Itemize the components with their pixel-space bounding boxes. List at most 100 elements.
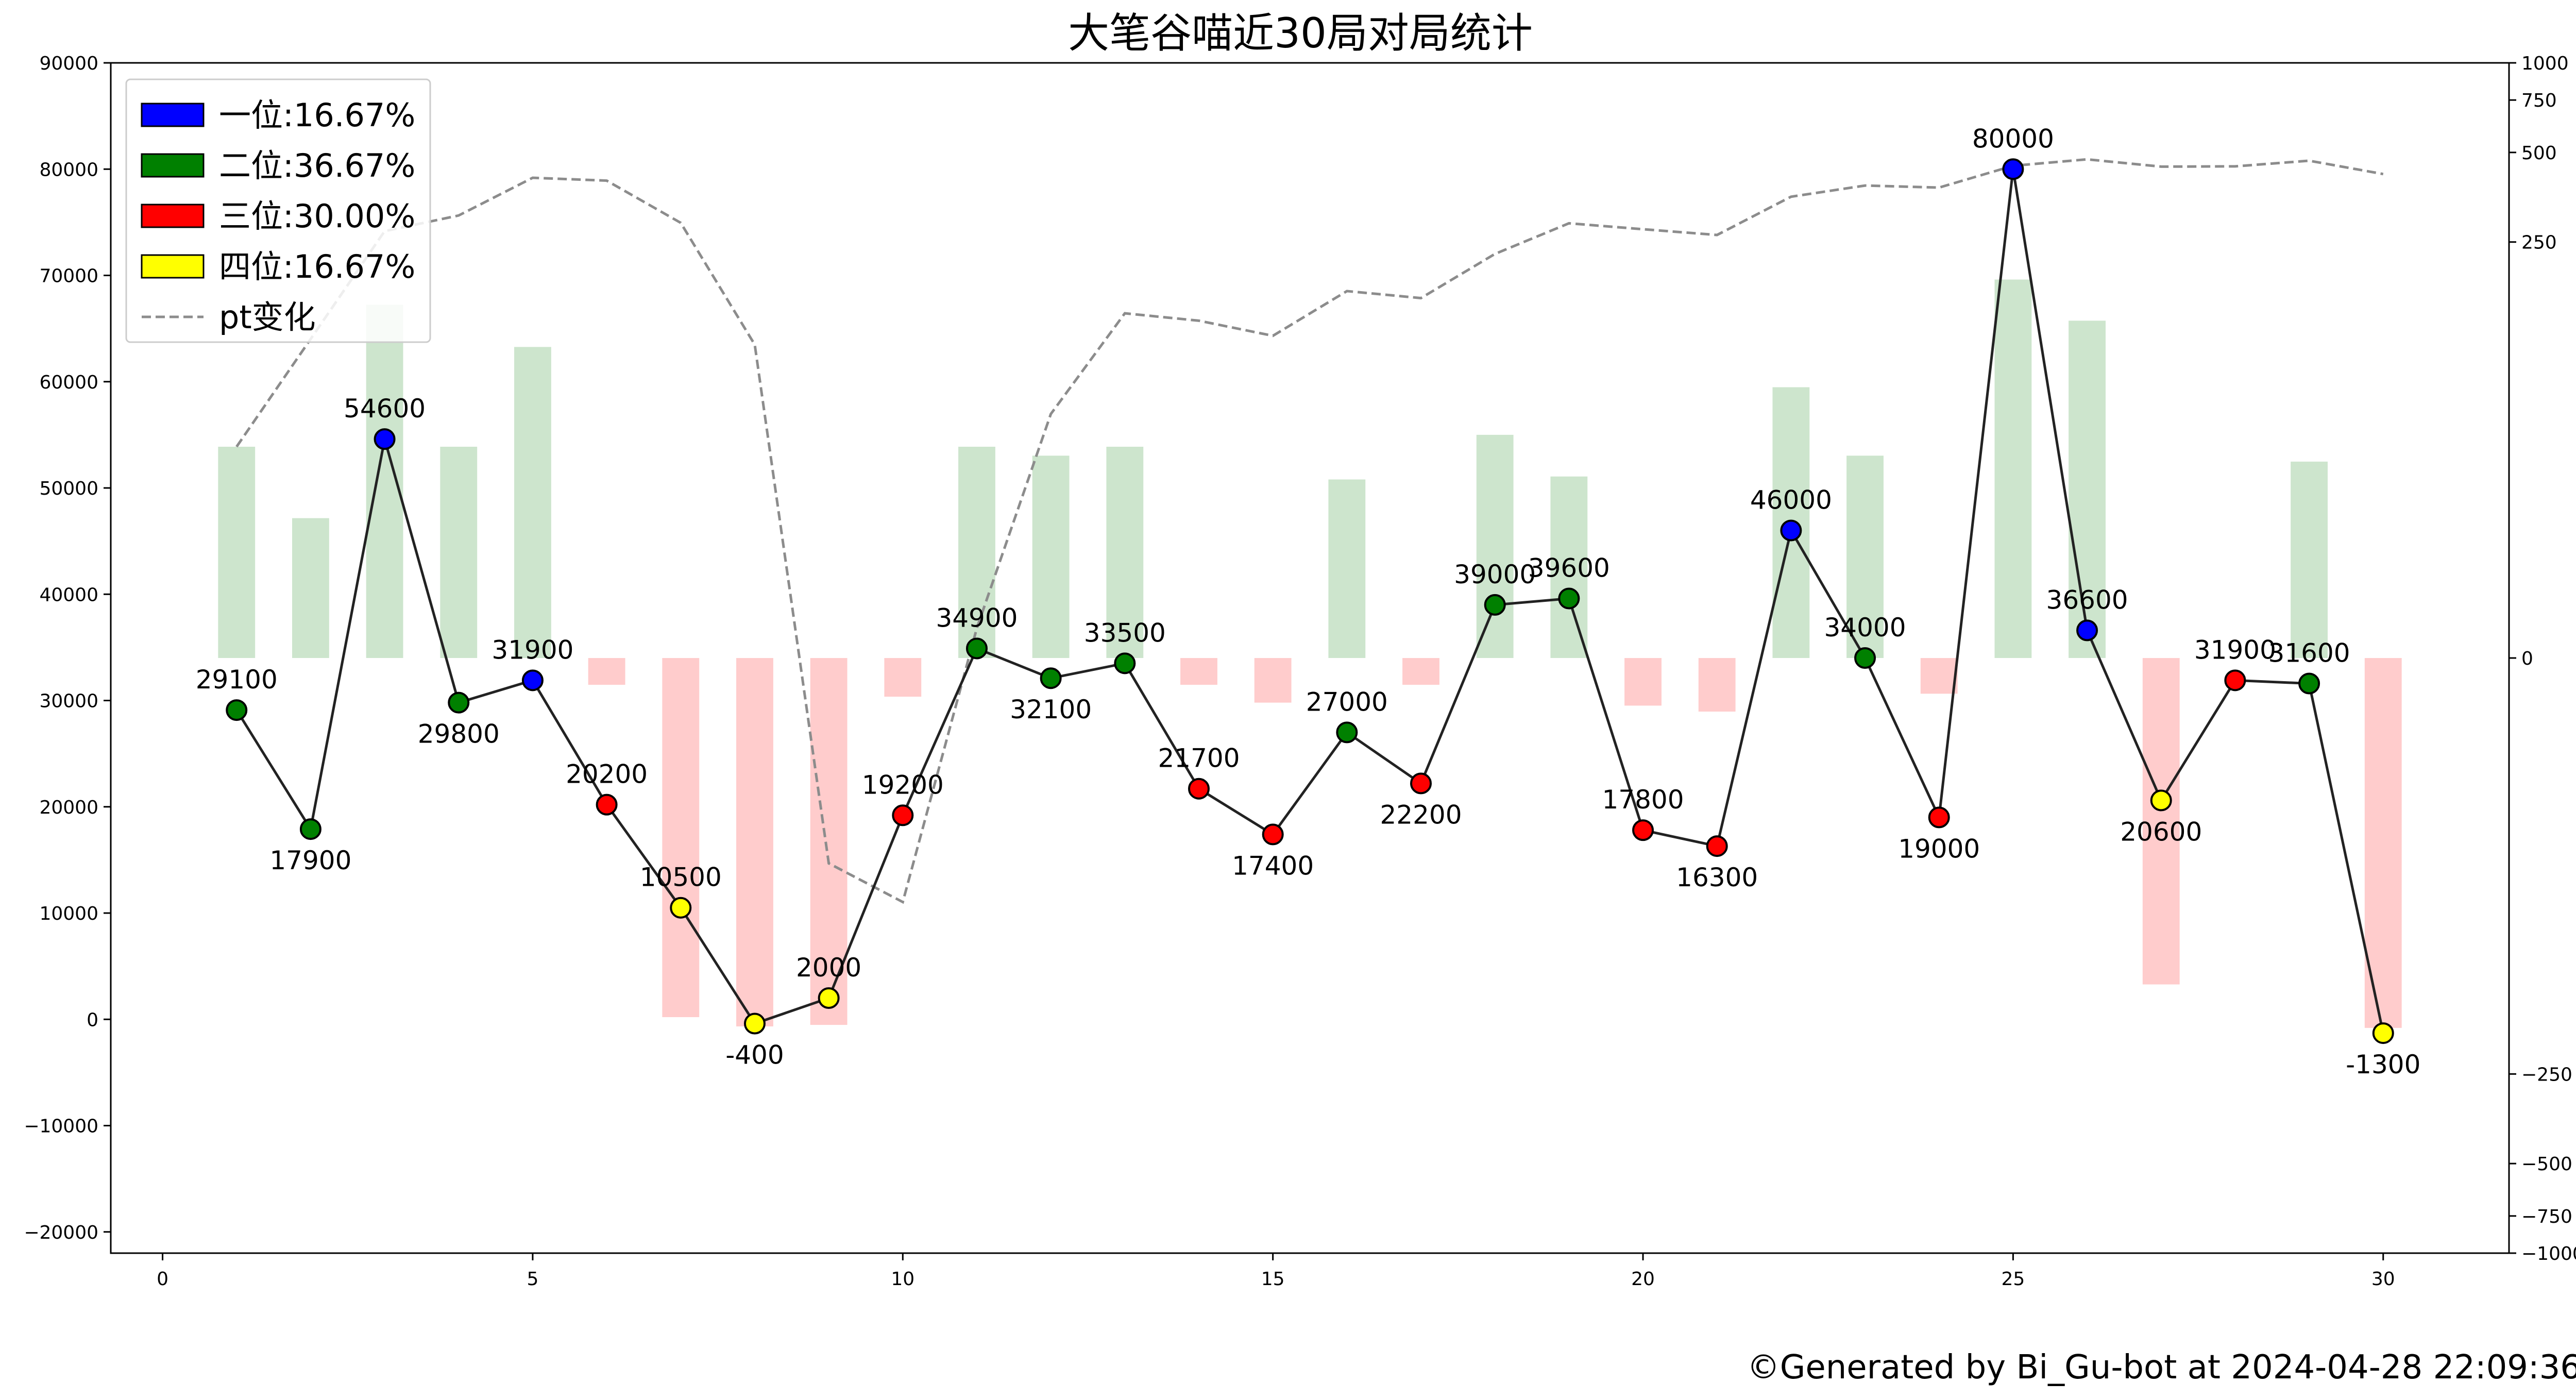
data-label: 29800 xyxy=(418,719,500,749)
score-point xyxy=(2076,619,2098,642)
x-tick-label: 10 xyxy=(891,1269,914,1290)
score-point xyxy=(596,794,618,816)
score-point xyxy=(2150,789,2172,812)
pt-bar xyxy=(2142,658,2180,985)
data-label: 20600 xyxy=(2120,817,2202,847)
data-label: 46000 xyxy=(1750,485,1832,515)
legend-label: 四位:16.67% xyxy=(219,248,415,285)
score-point xyxy=(1928,806,1950,829)
pt-bar xyxy=(1106,446,1144,658)
legend-label: pt变化 xyxy=(219,298,316,336)
data-label: -400 xyxy=(725,1040,784,1070)
left-tick-label: 80000 xyxy=(39,159,98,180)
legend: 一位:16.67% 二位:36.67% 三位:30.00% 四位:16.67% pt变化 xyxy=(125,78,431,343)
data-label: 33500 xyxy=(1084,618,1166,648)
score-line xyxy=(235,168,2385,1034)
score-point xyxy=(1262,823,1284,846)
left-tick-label: 90000 xyxy=(39,53,98,74)
data-label: 34900 xyxy=(936,603,1018,633)
score-point xyxy=(1336,721,1358,744)
data-label: 39000 xyxy=(1454,560,1536,589)
right-tick-label: 500 xyxy=(2521,143,2557,164)
data-label: 31600 xyxy=(2268,638,2350,668)
pt-bar xyxy=(1254,658,1292,703)
data-label: 20200 xyxy=(566,760,648,789)
score-point xyxy=(299,818,321,840)
left-tick-label: 30000 xyxy=(39,691,98,712)
pt-bar xyxy=(662,658,700,1017)
plot-area: 29100179005460029800319002020010500-4002… xyxy=(24,53,2576,1290)
data-label: 31900 xyxy=(2194,635,2276,665)
left-tick-label: −10000 xyxy=(24,1116,98,1137)
score-point xyxy=(1854,647,1876,669)
pt-bar xyxy=(1328,479,1366,658)
score-point xyxy=(1114,652,1136,674)
pt-bar xyxy=(1180,658,1217,685)
x-tick-label: 15 xyxy=(1261,1269,1285,1290)
score-point xyxy=(1780,519,1802,542)
legend-swatch xyxy=(141,103,205,127)
data-label: -1300 xyxy=(2346,1050,2420,1079)
left-tick-label: 60000 xyxy=(39,372,98,393)
data-label: 17400 xyxy=(1232,851,1314,881)
data-label: 31900 xyxy=(492,635,573,665)
pt-bar xyxy=(1032,456,1070,658)
chart-title: 大笔谷喵近30局对局统计 xyxy=(1068,9,1533,57)
data-label: 34000 xyxy=(1824,613,1906,643)
right-tick-label: 1000 xyxy=(2521,53,2569,74)
right-tick-label: 750 xyxy=(2521,90,2557,111)
right-tick-label: −250 xyxy=(2521,1064,2572,1085)
pt-bar xyxy=(2364,658,2402,1028)
data-label: 17800 xyxy=(1602,785,1684,815)
score-point xyxy=(2298,672,2320,695)
score-point xyxy=(818,987,840,1009)
score-point xyxy=(1484,594,1506,616)
score-point xyxy=(2002,158,2024,180)
left-tick-label: 50000 xyxy=(39,478,98,499)
legend-swatch xyxy=(141,254,205,279)
legend-label: 二位:36.67% xyxy=(219,147,415,184)
legend-swatch xyxy=(141,153,205,178)
data-label: 39600 xyxy=(1528,553,1610,583)
data-label: 27000 xyxy=(1306,687,1388,717)
score-point xyxy=(1632,819,1654,841)
score-point xyxy=(965,637,988,660)
x-tick-label: 25 xyxy=(2001,1269,2025,1290)
score-point xyxy=(670,897,692,919)
right-tick-label: −1000 xyxy=(2521,1243,2576,1264)
data-label: 16300 xyxy=(1676,863,1758,892)
pt-bar xyxy=(2069,321,2106,658)
pt-bar xyxy=(1402,658,1439,685)
left-tick-label: 40000 xyxy=(39,584,98,605)
right-tick-label: −500 xyxy=(2521,1154,2572,1175)
right-tick-label: 0 xyxy=(2521,648,2533,669)
score-point xyxy=(1706,835,1728,857)
pt-bar xyxy=(440,446,478,658)
x-tick-label: 30 xyxy=(2371,1269,2395,1290)
pt-bar xyxy=(958,446,995,658)
pt-bar xyxy=(1476,434,1514,658)
score-point xyxy=(1188,778,1210,800)
left-tick-label: 70000 xyxy=(39,266,98,287)
right-tick-label: 250 xyxy=(2521,232,2557,254)
legend-swatch xyxy=(141,204,205,228)
pt-bar xyxy=(1846,456,1884,658)
pt-bar xyxy=(514,347,551,658)
score-point xyxy=(374,428,396,450)
right-tick-label: −750 xyxy=(2521,1206,2572,1227)
x-tick-label: 0 xyxy=(157,1269,168,1290)
data-label: 19200 xyxy=(862,770,944,800)
pt-bar xyxy=(2291,461,2328,658)
data-label: 32100 xyxy=(1010,695,1092,724)
data-label: 2000 xyxy=(796,953,861,983)
data-label: 22200 xyxy=(1380,800,1462,830)
pt-bar xyxy=(1698,658,1736,712)
score-point xyxy=(1558,587,1580,610)
data-label: 80000 xyxy=(1972,124,2054,154)
data-label: 29100 xyxy=(196,665,278,695)
score-point xyxy=(892,804,914,826)
pt-bar xyxy=(1550,476,1588,658)
left-tick-label: 10000 xyxy=(39,903,98,924)
pt-bar xyxy=(218,446,256,658)
